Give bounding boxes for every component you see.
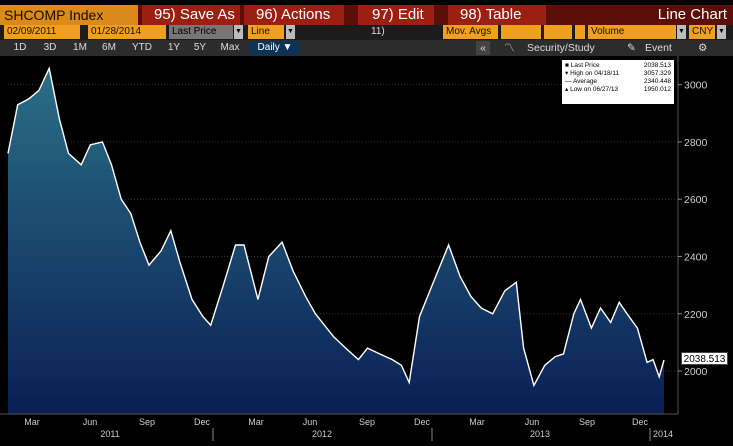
mov-avgs-select[interactable]: Mov. Avgs xyxy=(443,25,498,39)
frequency-select[interactable]: Daily ▼ xyxy=(250,41,300,55)
event-button[interactable]: Event xyxy=(645,42,672,54)
ticker-field[interactable]: SHCOMP Index xyxy=(0,5,138,25)
x-tick-label: Jun xyxy=(525,417,540,427)
x-tick-label: Mar xyxy=(248,417,264,427)
price-area xyxy=(8,68,664,415)
low-label: ▴ Low on 06/27/13 xyxy=(565,86,619,93)
y-tick-label: 2000 xyxy=(684,366,708,378)
y-tick-label: 2600 xyxy=(684,194,708,206)
overlay-field[interactable] xyxy=(544,25,572,39)
x-tick-label: Sep xyxy=(139,417,155,427)
year-label: 2011 xyxy=(100,429,119,439)
y-tick-label: 2400 xyxy=(684,251,708,263)
average-value: 2340.448 xyxy=(643,78,671,85)
lower-chart-select[interactable]: Volume xyxy=(588,25,676,39)
chart-legend: ■ Last Price 2038.513 ▾ High on 04/18/11 3… xyxy=(562,60,674,104)
x-tick-label: Sep xyxy=(579,417,595,427)
year-label: 2012 xyxy=(312,429,332,439)
chevron-down-icon[interactable]: ▼ xyxy=(677,25,686,39)
table-button[interactable]: 98) Table xyxy=(448,5,546,25)
period-3d[interactable]: 3D xyxy=(43,42,57,53)
currency-select[interactable]: CNY xyxy=(689,25,715,39)
chevron-down-icon[interactable]: ▼ xyxy=(286,25,295,39)
last-price-tag: 2038.513 xyxy=(681,352,728,365)
security-study-button[interactable]: Security/Study xyxy=(527,42,595,54)
x-tick-label: Dec xyxy=(194,417,211,427)
price-field-select[interactable]: Last Price xyxy=(169,25,233,39)
period-max[interactable]: Max xyxy=(220,42,240,53)
y-tick-label: 2200 xyxy=(684,309,708,321)
chart-icon: 〽 xyxy=(504,42,515,54)
collapse-button[interactable]: « xyxy=(476,41,490,55)
year-label: 2014 xyxy=(653,429,673,439)
chevron-down-icon[interactable]: ▼ xyxy=(717,25,726,39)
x-tick-label: Jun xyxy=(83,417,98,427)
period-6m[interactable]: 6M xyxy=(102,42,116,53)
chevron-down-icon[interactable]: ▼ xyxy=(234,25,243,39)
gear-icon[interactable]: ⚙ xyxy=(698,42,708,54)
period-1d[interactable]: 1D xyxy=(13,42,27,53)
high-value: 3057.329 xyxy=(643,70,671,77)
price-chart[interactable]: 2000 2200 2400 2600 2800 3000 Mar Jun Sep Dec Mar… xyxy=(0,56,733,441)
style-select[interactable]: Line xyxy=(248,25,284,39)
last-price-value: 2038.513 xyxy=(643,62,671,69)
x-tick-label: Jun xyxy=(303,417,318,427)
compare-button[interactable]: 11) Compare xyxy=(371,26,412,51)
last-price-label: ■ Last Price xyxy=(565,62,600,69)
x-tick-label: Dec xyxy=(632,417,649,427)
x-tick-label: Mar xyxy=(469,417,485,427)
x-tick-label: Mar xyxy=(24,417,40,427)
price-line xyxy=(7,66,665,388)
x-tick-label: Sep xyxy=(359,417,375,427)
end-date-field[interactable]: 01/28/2014 xyxy=(88,25,166,39)
chart-type-label: Line Chart xyxy=(657,6,727,23)
start-date-field[interactable]: 02/09/2011 xyxy=(4,25,80,39)
event-icon: ✎ xyxy=(627,42,636,54)
overlay-field[interactable] xyxy=(501,25,541,39)
year-label: 2013 xyxy=(530,429,550,439)
average-label: — Average xyxy=(565,78,598,85)
y-tick-label: 2800 xyxy=(684,137,708,149)
low-value: 1950.012 xyxy=(643,86,671,93)
y-tick-label: 3000 xyxy=(684,80,708,92)
x-tick-label: Dec xyxy=(414,417,431,427)
overlay-field[interactable] xyxy=(575,25,585,39)
edit-menu-button[interactable]: 97) Edit xyxy=(358,5,434,25)
save-as-button[interactable]: 95) Save As xyxy=(142,5,240,25)
high-label: ▾ High on 04/18/11 xyxy=(565,70,620,77)
period-ytd[interactable]: YTD xyxy=(132,42,152,53)
period-1y[interactable]: 1Y xyxy=(167,42,181,53)
actions-menu-button[interactable]: 96) Actions xyxy=(244,5,344,25)
period-1m[interactable]: 1M xyxy=(73,42,87,53)
period-5y[interactable]: 5Y xyxy=(193,42,207,53)
